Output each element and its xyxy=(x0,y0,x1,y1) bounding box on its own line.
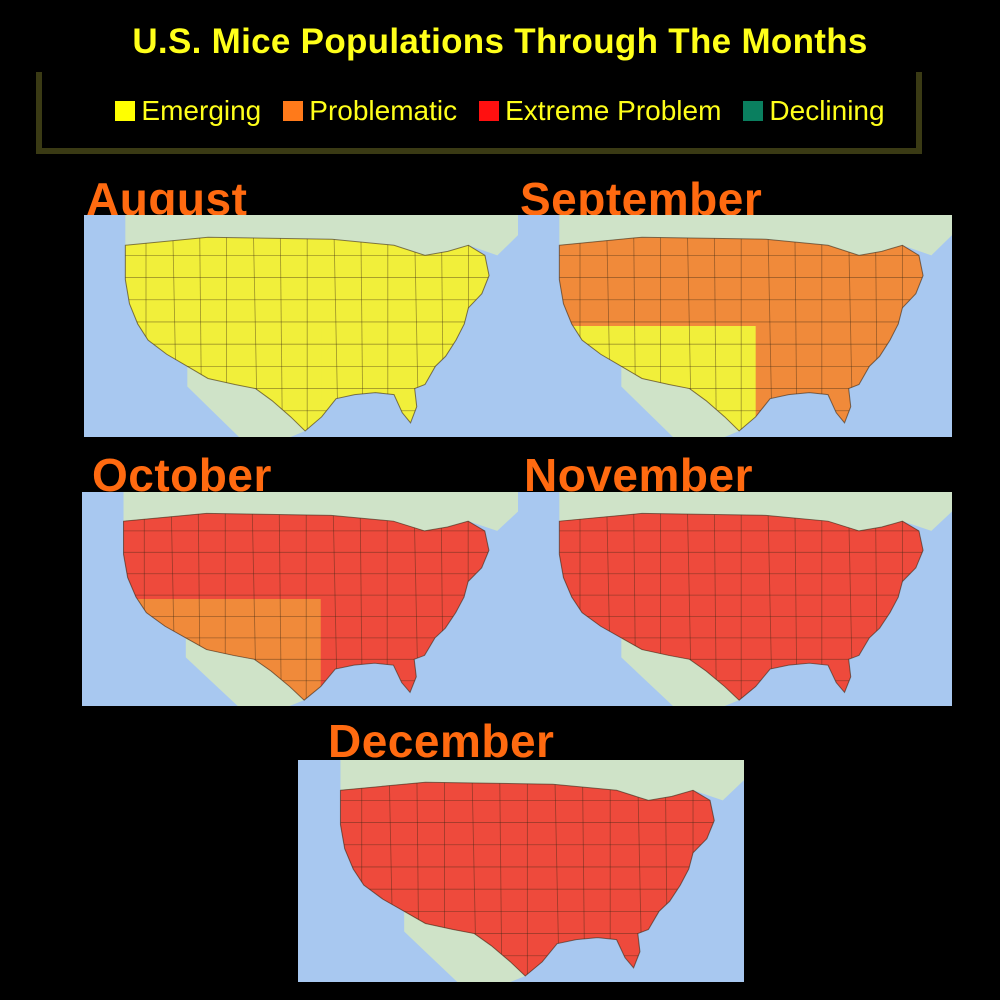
canada-land xyxy=(123,492,518,531)
us-map xyxy=(518,492,952,706)
map-august xyxy=(84,215,518,437)
legend-label: Emerging xyxy=(141,95,262,126)
mexico-land xyxy=(621,366,740,437)
us-outline xyxy=(558,512,924,701)
panel-title-september: September xyxy=(520,173,763,225)
us-outline xyxy=(339,781,715,977)
legend-item-emerging: Emerging xyxy=(115,95,261,127)
region-west xyxy=(559,237,642,326)
canada-land xyxy=(125,215,518,256)
legend-label: Extreme Problem xyxy=(505,95,722,126)
mexico-land xyxy=(185,637,305,706)
legend-item-declining: Declining xyxy=(743,95,885,127)
legend-item-extreme: Extreme Problem xyxy=(479,95,721,127)
legend-swatch xyxy=(743,101,764,121)
canada-land xyxy=(559,215,952,256)
panel-title-november: November xyxy=(524,449,753,501)
canada-land xyxy=(340,760,744,801)
map-november xyxy=(518,492,952,706)
mexico-land xyxy=(621,637,740,706)
region-west xyxy=(559,513,642,599)
us-map xyxy=(518,215,952,437)
panel-title-october: October xyxy=(92,449,272,501)
legend-item-problematic: Problematic xyxy=(283,95,457,127)
legend-swatch xyxy=(115,101,136,121)
legend: Emerging Problematic Extreme Problem Dec… xyxy=(0,95,1000,127)
legend-frame xyxy=(36,72,922,154)
legend-swatch xyxy=(479,101,500,121)
region-west xyxy=(340,782,426,871)
region-west xyxy=(125,237,208,326)
page-title: U.S. Mice Populations Through The Months xyxy=(132,22,868,61)
panel-title-august: August xyxy=(86,173,248,225)
region-west xyxy=(123,513,207,599)
us-map xyxy=(84,215,518,437)
legend-swatch xyxy=(283,101,304,121)
mexico-land xyxy=(187,366,306,437)
us-outline xyxy=(124,236,490,432)
map-september xyxy=(518,215,952,437)
legend-label: Declining xyxy=(769,95,885,126)
panel-title-december: December xyxy=(328,715,555,767)
us-outline xyxy=(558,236,924,432)
legend-label: Problematic xyxy=(309,95,458,126)
map-october xyxy=(82,492,518,706)
us-map xyxy=(82,492,518,706)
us-map xyxy=(298,760,744,982)
canada-land xyxy=(559,492,952,531)
mexico-land xyxy=(404,911,526,982)
map-december xyxy=(298,760,744,982)
us-outline xyxy=(123,512,490,701)
